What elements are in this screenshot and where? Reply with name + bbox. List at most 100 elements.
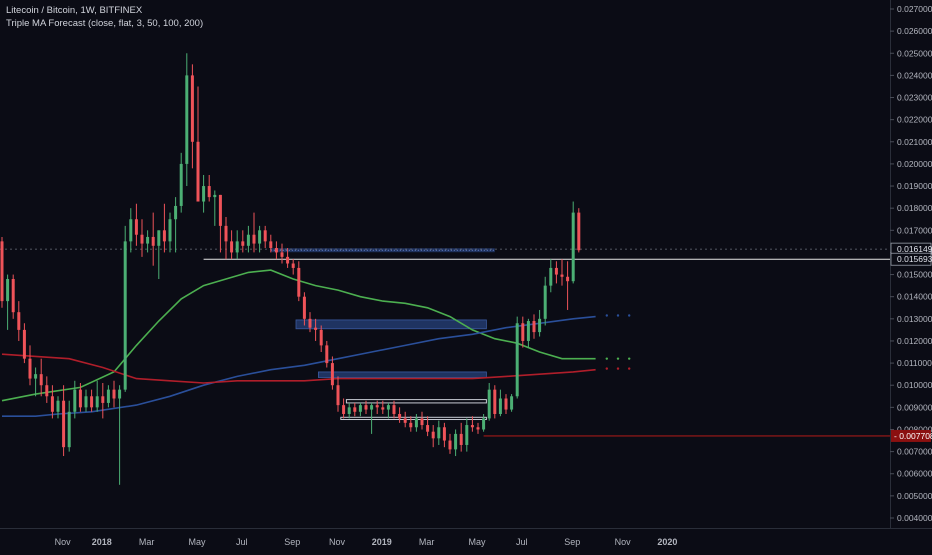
candle [493, 385, 497, 419]
candle-body [274, 248, 278, 253]
candle [554, 261, 558, 284]
candle-body [342, 405, 346, 414]
ma-line-1 [1, 269, 596, 402]
candle [342, 398, 346, 419]
candle [246, 225, 250, 253]
candle [515, 316, 519, 399]
candle-body [347, 407, 351, 414]
candle [78, 383, 82, 412]
candle-body [84, 396, 88, 408]
candle-body [538, 318, 542, 333]
candle [213, 190, 217, 226]
forecast-dot [616, 357, 620, 360]
x-tick-label: Jul [236, 537, 248, 547]
price-label: - 0.007708 [891, 429, 932, 442]
candle-body [476, 427, 480, 430]
candle [319, 325, 323, 353]
candle-body [370, 405, 374, 410]
candle-body [224, 225, 228, 242]
candle [34, 367, 38, 397]
candle-body [560, 274, 564, 277]
forecast-dot [628, 367, 631, 370]
y-tick-label: 0.017000 [897, 225, 932, 235]
candle-body [151, 236, 155, 246]
candle [22, 323, 26, 364]
y-tick-label: 0.021000 [897, 137, 932, 147]
candle-body [129, 219, 133, 242]
price-label-bg [891, 429, 931, 442]
y-tick-label: 0.018000 [897, 203, 932, 213]
candle-body [22, 329, 26, 359]
candle [67, 400, 71, 452]
x-tick-label: Jul [516, 537, 528, 547]
candle [6, 274, 10, 330]
candle-body [202, 186, 206, 202]
candle-body [353, 407, 357, 412]
candle-body [241, 241, 245, 246]
y-tick-label: 0.013000 [897, 314, 932, 324]
candle-body [577, 212, 581, 251]
price-label: 0.015693 [890, 252, 932, 266]
candle [577, 208, 581, 253]
candle-body [325, 345, 329, 364]
y-tick-label: 0.015000 [897, 270, 932, 280]
candle-body [403, 418, 407, 423]
candle-body [190, 75, 194, 142]
candle [112, 380, 116, 408]
y-tick-label: 0.019000 [897, 181, 932, 191]
candle [28, 345, 32, 386]
candle-body [123, 241, 127, 390]
candle-body [319, 329, 323, 346]
candle-body [56, 400, 60, 412]
candle-body [196, 141, 200, 202]
candle-body [482, 418, 486, 430]
x-tick-label: Sep [284, 537, 300, 547]
candle [39, 358, 43, 397]
x-tick-label: May [188, 537, 206, 547]
candle [129, 208, 133, 253]
y-tick-label: 0.009000 [897, 402, 932, 412]
candle [325, 340, 329, 368]
candle [258, 225, 262, 253]
x-tick-label: 2018 [92, 537, 112, 547]
candle [420, 411, 424, 430]
candle [162, 203, 166, 253]
candle-body [364, 405, 368, 410]
symbol-title: Litecoin / Bitcoin, 1W, BITFINEX [6, 5, 143, 16]
candle-body [235, 241, 239, 253]
candle-body [263, 230, 267, 242]
candle [465, 418, 469, 452]
candle-body [493, 389, 497, 414]
price-label-text: 0.016149 [897, 244, 932, 254]
y-tick-label: 0.010000 [897, 380, 932, 390]
candle [50, 385, 54, 419]
chart-legend: Litecoin / Bitcoin, 1W, BITFINEX Triple … [6, 5, 203, 30]
x-tick-label: 2020 [657, 537, 677, 547]
candle [414, 413, 418, 432]
candle [314, 318, 318, 341]
candle-body [118, 389, 122, 399]
x-tick-label: 2019 [372, 537, 392, 547]
candle [358, 402, 362, 417]
candle-body [392, 405, 396, 414]
candle-body [207, 186, 211, 198]
candle [437, 420, 441, 445]
candle-body [101, 396, 105, 403]
candle-body [258, 230, 262, 244]
candle-body [78, 389, 82, 408]
candle-body [521, 323, 525, 341]
candle [370, 402, 374, 434]
candle [476, 422, 480, 434]
candle-body [157, 230, 161, 246]
candle-body [213, 194, 217, 198]
candle [504, 394, 508, 414]
candle [106, 385, 110, 408]
candle-body [230, 241, 234, 253]
candle-body [140, 234, 144, 244]
candle-body [168, 219, 172, 242]
candle-body [398, 413, 402, 419]
candle-body [409, 422, 413, 428]
candle [101, 383, 105, 419]
